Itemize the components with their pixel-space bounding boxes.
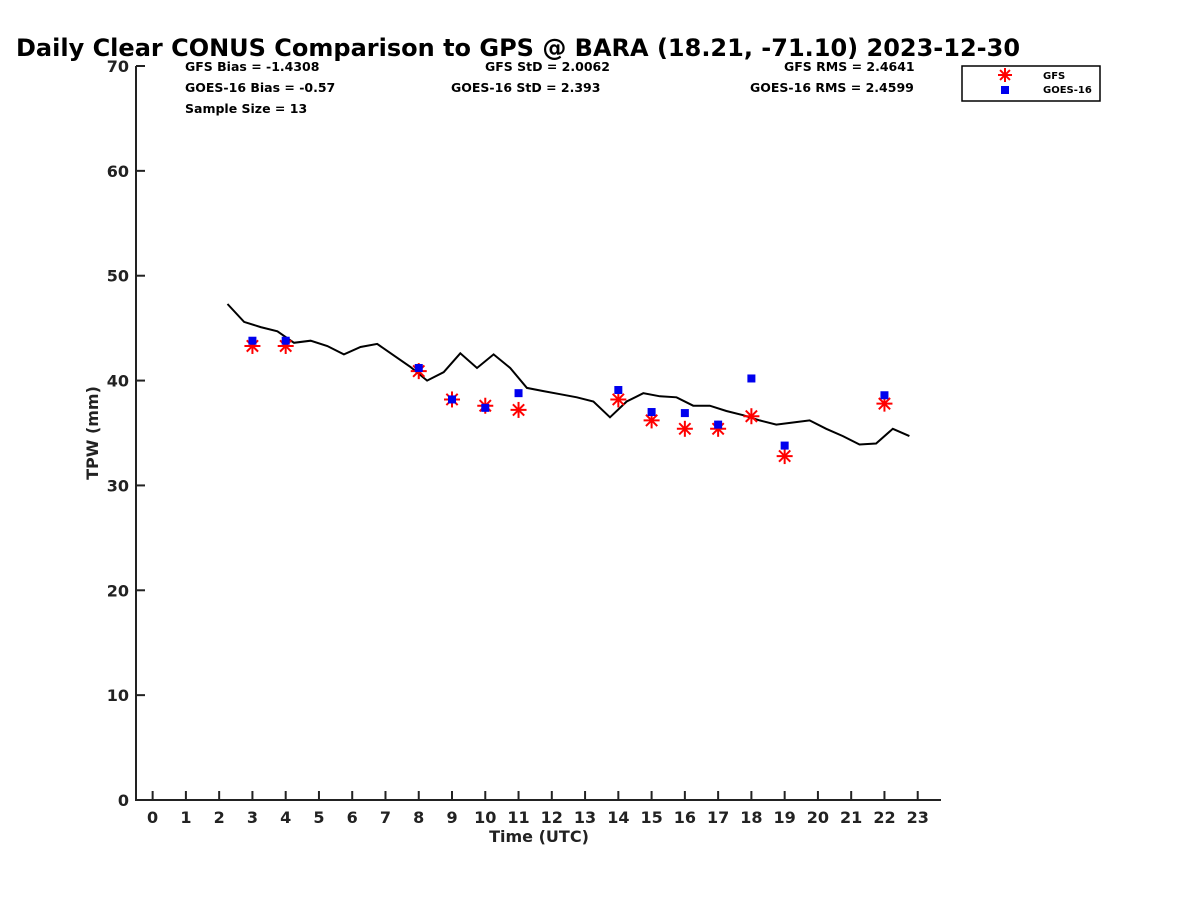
legend-goes-marker <box>1001 86 1009 94</box>
x-tick-label: 23 <box>907 808 929 827</box>
y-tick-label: 10 <box>107 686 129 705</box>
y-tick-label: 20 <box>107 581 129 600</box>
goes-point <box>614 386 623 395</box>
x-tick-label: 16 <box>674 808 696 827</box>
goes-point <box>680 409 689 418</box>
x-tick-label: 13 <box>574 808 596 827</box>
goes-point <box>714 420 723 429</box>
x-axis-label: Time (UTC) <box>489 827 589 846</box>
goes-std-text: GOES-16 StD = 2.393 <box>451 80 600 95</box>
x-tick-label: 18 <box>740 808 762 827</box>
y-tick-label: 70 <box>107 57 129 76</box>
gfs-bias-text: GFS Bias = -1.4308 <box>185 59 319 74</box>
goes-point <box>647 408 656 417</box>
x-tick-label: 3 <box>247 808 258 827</box>
goes-point <box>880 391 889 400</box>
legend-goes-label: GOES-16 <box>1043 85 1092 96</box>
goes-point <box>248 336 257 345</box>
legend: GFS GOES-16 <box>961 65 1101 102</box>
gfs-point <box>610 391 627 408</box>
x-ticks: 0 1 2 3 4 5 6 7 8 9 10 11 12 13 14 15 16 17 18 19 20 21 22 23 <box>147 791 929 827</box>
goes-point <box>281 336 290 345</box>
x-tick-label: 1 <box>180 808 191 827</box>
plot-area <box>226 303 910 465</box>
goes-point <box>514 389 523 398</box>
chart-title: Daily Clear CONUS Comparison to GPS @ BA… <box>16 34 1020 62</box>
gfs-point <box>743 408 760 425</box>
x-tick-label: 12 <box>541 808 563 827</box>
goes-point <box>481 403 490 412</box>
gfs-point <box>510 401 527 418</box>
x-tick-label: 7 <box>380 808 391 827</box>
x-tick-label: 6 <box>347 808 358 827</box>
gfs-point <box>776 448 793 465</box>
x-tick-label: 19 <box>774 808 796 827</box>
legend-box <box>961 65 1101 102</box>
x-tick-label: 11 <box>507 808 529 827</box>
x-tick-label: 14 <box>607 808 629 827</box>
goes-point <box>747 374 756 383</box>
gfs-std-text: GFS StD = 2.0062 <box>485 59 610 74</box>
x-tick-label: 15 <box>640 808 662 827</box>
x-tick-label: 5 <box>313 808 324 827</box>
y-tick-label: 40 <box>107 372 129 391</box>
x-tick-label: 17 <box>707 808 729 827</box>
y-tick-label: 30 <box>107 476 129 495</box>
y-ticks: 0 10 20 30 40 50 60 70 <box>107 57 145 810</box>
x-tick-label: 2 <box>214 808 225 827</box>
x-tick-label: 9 <box>446 808 457 827</box>
x-tick-label: 0 <box>147 808 158 827</box>
goes-rms-text: GOES-16 RMS = 2.4599 <box>750 80 914 95</box>
legend-gfs-label: GFS <box>1043 71 1065 82</box>
x-tick-label: 10 <box>474 808 496 827</box>
x-tick-label: 20 <box>807 808 829 827</box>
legend-gfs-asterisk <box>998 68 1012 82</box>
goes-point <box>414 363 423 372</box>
y-tick-label: 50 <box>107 267 129 286</box>
x-tick-label: 4 <box>280 808 291 827</box>
x-tick-label: 8 <box>413 808 424 827</box>
goes-point <box>780 441 789 450</box>
gfs-point <box>676 420 693 437</box>
axes <box>135 66 941 801</box>
gfs-rms-text: GFS RMS = 2.4641 <box>784 59 915 74</box>
y-tick-label: 0 <box>118 791 129 810</box>
y-tick-label: 60 <box>107 162 129 181</box>
legend-gfs-marker <box>998 68 1012 82</box>
goes-point <box>448 395 457 404</box>
x-tick-label: 21 <box>840 808 862 827</box>
y-axis-label: TPW (mm) <box>83 386 102 480</box>
sample-size-text: Sample Size = 13 <box>185 101 307 116</box>
gps-line <box>226 303 910 446</box>
goes-bias-text: GOES-16 Bias = -0.57 <box>185 80 335 95</box>
x-tick-label: 22 <box>873 808 895 827</box>
